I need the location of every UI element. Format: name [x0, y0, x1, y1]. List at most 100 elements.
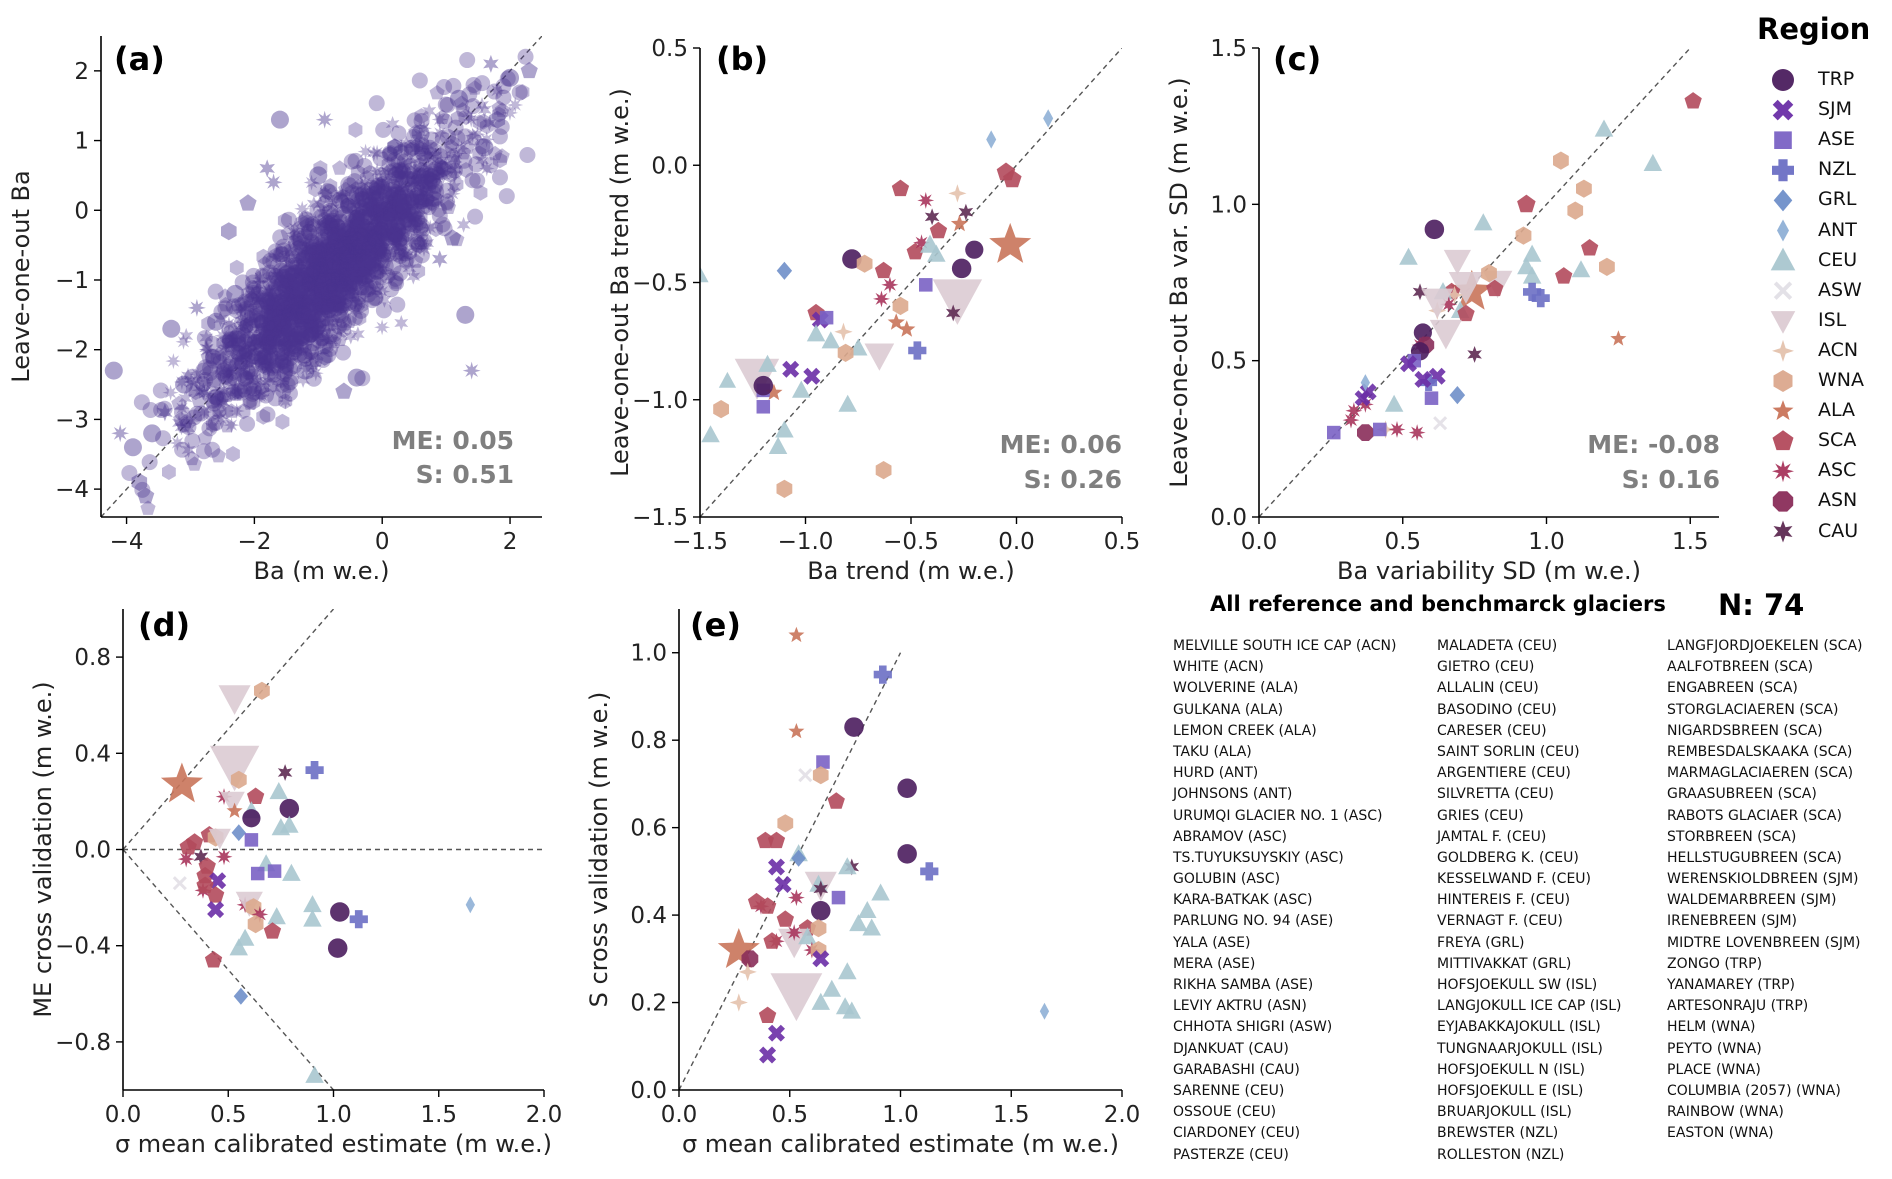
data-point: [276, 277, 293, 294]
y-tick-label: 0.0: [651, 153, 688, 179]
data-point-ase: [756, 400, 771, 414]
data-point: [253, 321, 268, 338]
data-point: [206, 375, 223, 392]
data-point: [494, 148, 510, 163]
data-point-trp: [951, 258, 972, 279]
data-point: [302, 266, 319, 283]
data-point: [316, 257, 333, 274]
data-point: [216, 383, 231, 400]
data-point: [330, 306, 347, 323]
data-point: [295, 330, 310, 347]
data-point: [299, 269, 313, 286]
data-point: [269, 264, 285, 281]
y-tick-label: 0.4: [630, 903, 667, 929]
data-point: [280, 307, 294, 324]
data-point: [369, 280, 385, 295]
data-point: [428, 221, 443, 238]
data-point: [156, 400, 173, 417]
data-point: [323, 221, 340, 238]
data-point: [309, 315, 324, 332]
data-point: [489, 82, 505, 99]
data-point: [315, 281, 330, 298]
data-point: [390, 221, 407, 238]
data-point: [313, 286, 330, 303]
glacier-entry: SAINT SORLIN (CEU): [1437, 743, 1580, 760]
data-point: [403, 142, 418, 158]
data-point: [290, 271, 307, 288]
data-point: [293, 297, 308, 314]
data-point: [427, 178, 444, 195]
data-point: [179, 327, 194, 344]
data-point: [388, 166, 405, 183]
data-point: [305, 262, 321, 277]
data-point: [284, 309, 299, 326]
data-point: [348, 245, 363, 262]
data-point: [219, 348, 235, 363]
data-point: [270, 309, 285, 325]
glacier-entry: MITTIVAKKAT (GRL): [1437, 955, 1572, 972]
data-point: [290, 310, 306, 325]
data-point: [403, 186, 420, 203]
data-point: [303, 311, 320, 328]
data-point: [416, 147, 433, 164]
data-point: [293, 264, 310, 281]
data-point: [346, 222, 361, 239]
data-point: [387, 138, 403, 157]
glacier-entry: YALA (ASE): [1173, 934, 1251, 951]
data-point: [380, 210, 395, 227]
data-point: [436, 79, 453, 96]
data-point: [416, 197, 433, 214]
data-point: [269, 350, 286, 367]
data-point: [305, 322, 322, 339]
glacier-entry: KESSELWAND F. (CEU): [1437, 871, 1592, 888]
data-point: [465, 98, 482, 115]
data-point: [206, 371, 223, 388]
data-point: [293, 235, 307, 252]
data-point: [393, 229, 410, 246]
data-point-ceu: [303, 909, 322, 927]
data-point: [157, 403, 173, 422]
data-point: [409, 137, 425, 152]
data-point: [219, 417, 235, 433]
x-axis-label: Ba variability SD (m w.e.): [1337, 557, 1641, 585]
data-point: [374, 238, 389, 255]
data-point: [436, 167, 451, 184]
data-point: [375, 121, 392, 138]
data-point: [362, 237, 379, 254]
data-point: [349, 217, 364, 234]
data-point: [332, 258, 347, 275]
data-point: [204, 348, 221, 365]
data-point: [386, 176, 403, 193]
data-point: [336, 321, 351, 338]
data-point: [338, 261, 355, 278]
data-point: [245, 382, 261, 399]
data-point: [393, 239, 407, 256]
data-point: [402, 155, 418, 171]
data-point: [308, 253, 325, 270]
data-point: [131, 473, 148, 492]
data-point: [358, 208, 375, 225]
data-point: [443, 167, 458, 183]
data-point: [283, 255, 297, 272]
data-point: [473, 184, 488, 201]
data-point: [474, 75, 491, 92]
data-point: [316, 231, 332, 246]
data-point: [329, 190, 343, 207]
legend-marker-trp: [1772, 69, 1794, 91]
data-point: [275, 413, 290, 430]
data-point: [301, 223, 318, 240]
data-point: [489, 110, 506, 129]
data-point: [283, 331, 300, 348]
data-point: [322, 315, 339, 332]
data-point: [277, 257, 294, 274]
data-point: [354, 235, 369, 251]
data-point: [299, 294, 316, 311]
data-point: [350, 254, 365, 271]
glacier-entry: WALDEMARBREEN (SJM): [1667, 892, 1837, 909]
data-point: [276, 290, 291, 307]
data-point: [221, 320, 238, 337]
data-point: [370, 208, 385, 225]
data-point: [232, 302, 249, 319]
data-point: [358, 269, 373, 286]
data-point: [310, 261, 327, 278]
